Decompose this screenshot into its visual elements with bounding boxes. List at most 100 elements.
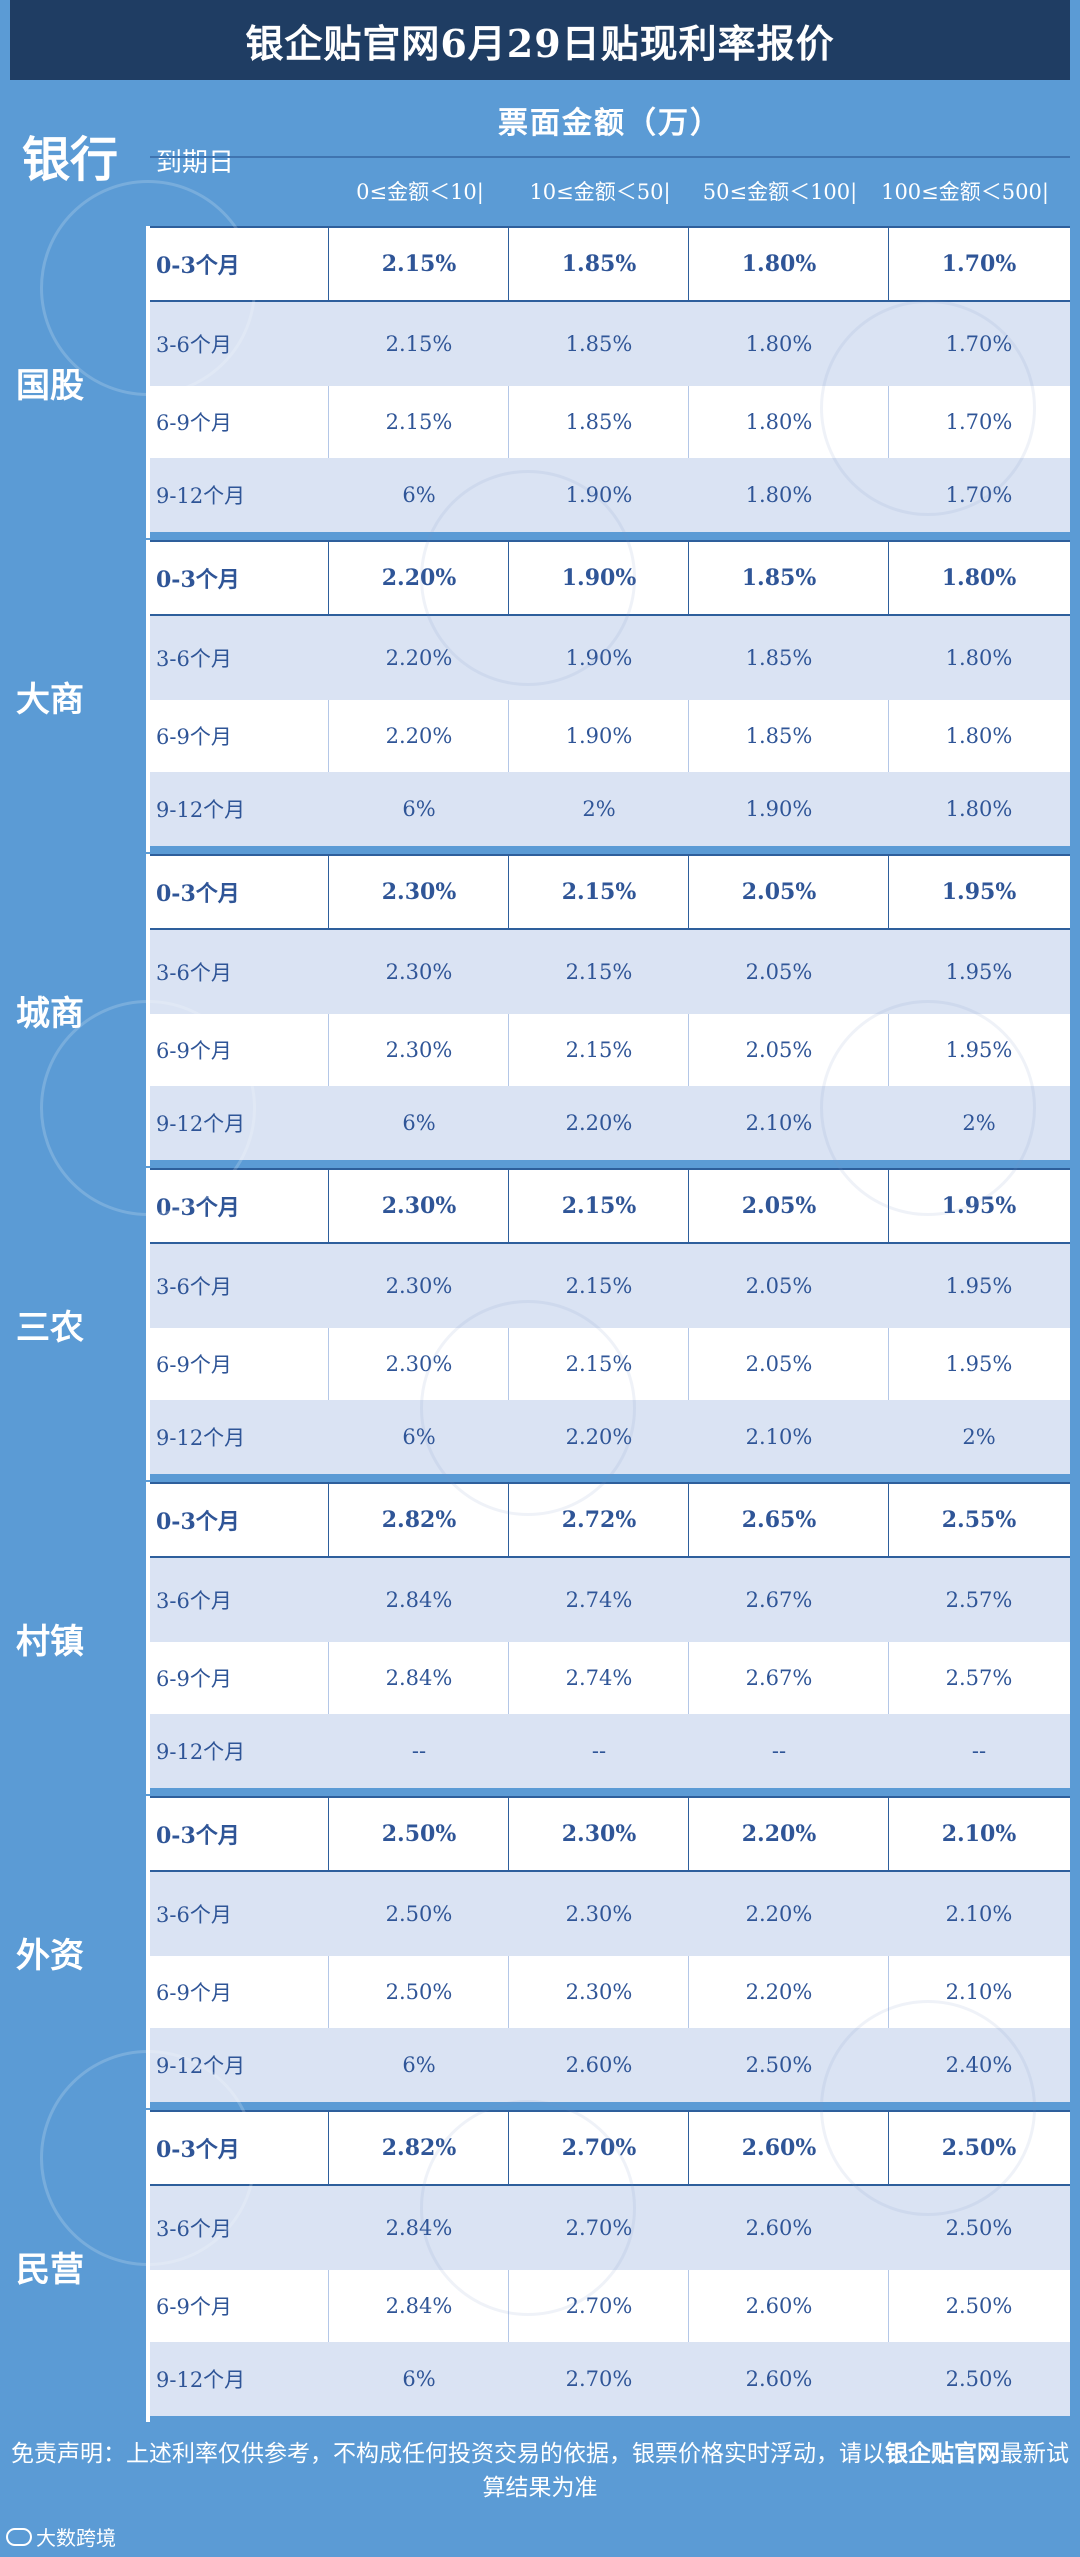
bank-group: 村镇 0-3个月 2.82% 2.72% 2.65% 2.55% 3-6个月 2.84% 2.7… xyxy=(10,1482,1070,1796)
column-divider xyxy=(328,2112,329,2184)
rate-cell: 2.50% xyxy=(941,2135,1017,2161)
column-divider xyxy=(688,1484,689,1556)
rate-cell: 2.10% xyxy=(941,1821,1017,1847)
bank-name: 大商 xyxy=(10,540,150,852)
column-divider xyxy=(328,2270,329,2342)
rate-cell: 2.40% xyxy=(945,2053,1013,2077)
rate-cell: 1.90% xyxy=(745,797,813,821)
group-top-border xyxy=(150,2110,1070,2112)
rate-cell: 2.20% xyxy=(741,1821,817,1847)
rate-cell: 2.84% xyxy=(385,1666,453,1690)
rate-cell: 2.30% xyxy=(565,1902,633,1926)
rate-cell: -- xyxy=(591,1739,607,1763)
column-divider xyxy=(688,856,689,928)
disclaimer: 免责声明：上述利率仅供参考，不构成任何投资交易的依据，银票价格实时浮动，请以银企… xyxy=(10,2395,1070,2525)
rate-cell: 2.05% xyxy=(745,1352,813,1376)
rate-cell: 1.95% xyxy=(945,1038,1013,1062)
table-row: 6-9个月 2.15% 1.85% 1.80% 1.70% xyxy=(150,386,1070,458)
table-row: 3-6个月 2.50% 2.30% 2.20% 2.10% xyxy=(150,1872,1070,1956)
rate-cell: 1.80% xyxy=(745,332,813,356)
rate-cell: 2.55% xyxy=(941,1507,1017,1533)
rate-cell: 2.60% xyxy=(745,2216,813,2240)
rate-cell: 2.60% xyxy=(565,2053,633,2077)
term-cell: 9-12个月 xyxy=(156,1740,246,1764)
rate-cell: 1.95% xyxy=(941,879,1017,905)
rate-cell: 1.85% xyxy=(565,410,633,434)
disclaimer-brand: 银企贴官网 xyxy=(885,2440,1000,2467)
rate-cell: 2.15% xyxy=(385,410,453,434)
rate-cell: 6% xyxy=(402,1111,436,1135)
rate-cell: 1.90% xyxy=(565,483,633,507)
table-row: 9-12个月 -- -- -- -- xyxy=(150,1714,1070,1788)
bank-group: 国股 0-3个月 2.15% 1.85% 1.80% 1.70% 3-6个月 2.15% 1.8… xyxy=(10,226,1070,540)
term-cell: 3-6个月 xyxy=(156,1275,232,1299)
rate-cell: 1.95% xyxy=(945,960,1013,984)
rate-cell: 2.20% xyxy=(565,1111,633,1135)
rate-cell: 2% xyxy=(962,1425,996,1449)
rate-cell: 2.67% xyxy=(745,1666,813,1690)
table-row: 0-3个月 2.82% 2.70% 2.60% 2.50% xyxy=(150,2112,1070,2186)
table-row: 0-3个月 2.30% 2.15% 2.05% 1.95% xyxy=(150,856,1070,930)
rate-cell: 2.70% xyxy=(561,2135,637,2161)
bank-group: 外资 0-3个月 2.50% 2.30% 2.20% 2.10% 3-6个月 2.50% 2.3… xyxy=(10,1796,1070,2110)
term-cell: 9-12个月 xyxy=(156,1112,246,1136)
rate-cell: 1.90% xyxy=(565,646,633,670)
column-header: 100≤金额＜500| xyxy=(881,180,1049,204)
column-divider xyxy=(888,386,889,458)
term-cell: 3-6个月 xyxy=(156,1589,232,1613)
column-divider xyxy=(328,1956,329,2028)
bank-name: 三农 xyxy=(10,1168,150,1480)
group-divider xyxy=(146,1482,150,1794)
term-cell: 6-9个月 xyxy=(156,1667,232,1691)
column-divider xyxy=(508,228,509,300)
bank-name: 国股 xyxy=(10,226,150,538)
group-divider xyxy=(146,1796,150,2108)
rate-cell: 2.30% xyxy=(385,1352,453,1376)
column-divider xyxy=(508,1170,509,1242)
term-cell: 6-9个月 xyxy=(156,1353,232,1377)
term-cell: 3-6个月 xyxy=(156,2217,232,2241)
column-divider xyxy=(508,1642,509,1714)
rate-cell: 2.30% xyxy=(385,1274,453,1298)
table-row: 9-12个月 6% 2.70% 2.60% 2.50% xyxy=(150,2342,1070,2416)
rate-cell: 2.10% xyxy=(945,1980,1013,2004)
rate-cell: 2.74% xyxy=(565,1588,633,1612)
rate-cell: 1.85% xyxy=(745,724,813,748)
rate-cell: 2.15% xyxy=(565,960,633,984)
table-row: 6-9个月 2.84% 2.74% 2.67% 2.57% xyxy=(150,1642,1070,1714)
rate-cell: 1.85% xyxy=(741,565,817,591)
column-divider xyxy=(888,1642,889,1714)
bank-group: 大商 0-3个月 2.20% 1.90% 1.85% 1.80% 3-6个月 2.20% 1.9… xyxy=(10,540,1070,854)
bank-name: 外资 xyxy=(10,1796,150,2108)
rate-cell: 2.15% xyxy=(381,251,457,277)
header-divider xyxy=(150,156,1070,158)
bank-name: 村镇 xyxy=(10,1482,150,1794)
rate-cell: 2% xyxy=(962,1111,996,1135)
footer-logo-text: 大数跨境 xyxy=(36,2526,116,2550)
bank-group: 三农 0-3个月 2.30% 2.15% 2.05% 1.95% 3-6个月 2.30% 2.1… xyxy=(10,1168,1070,1482)
table-row: 0-3个月 2.30% 2.15% 2.05% 1.95% xyxy=(150,1170,1070,1244)
rate-cell: -- xyxy=(411,1739,427,1763)
table-row: 9-12个月 6% 2% 1.90% 1.80% xyxy=(150,772,1070,846)
column-divider xyxy=(508,1014,509,1086)
column-divider xyxy=(508,542,509,614)
rate-cell: 2.30% xyxy=(381,1193,457,1219)
bank-name: 城商 xyxy=(10,854,150,1166)
rate-cell: 2.60% xyxy=(745,2367,813,2391)
column-divider xyxy=(328,1170,329,1242)
footer-logo: 大数跨境 xyxy=(6,2522,116,2551)
rate-cell: 2.20% xyxy=(745,1902,813,1926)
table-row: 3-6个月 2.30% 2.15% 2.05% 1.95% xyxy=(150,930,1070,1014)
rate-cell: 1.95% xyxy=(941,1193,1017,1219)
term-cell: 6-9个月 xyxy=(156,1981,232,2005)
rate-cell: 2.72% xyxy=(561,1507,637,1533)
column-divider xyxy=(328,1328,329,1400)
term-cell: 9-12个月 xyxy=(156,2368,246,2392)
rate-cell: 1.70% xyxy=(945,332,1013,356)
rate-cell: 2.10% xyxy=(945,1902,1013,1926)
rate-cell: 1.85% xyxy=(565,332,633,356)
bank-group: 城商 0-3个月 2.30% 2.15% 2.05% 1.95% 3-6个月 2.30% 2.1… xyxy=(10,854,1070,1168)
rate-cell: 2.05% xyxy=(741,879,817,905)
rate-cell: 2.70% xyxy=(565,2294,633,2318)
column-divider xyxy=(508,386,509,458)
